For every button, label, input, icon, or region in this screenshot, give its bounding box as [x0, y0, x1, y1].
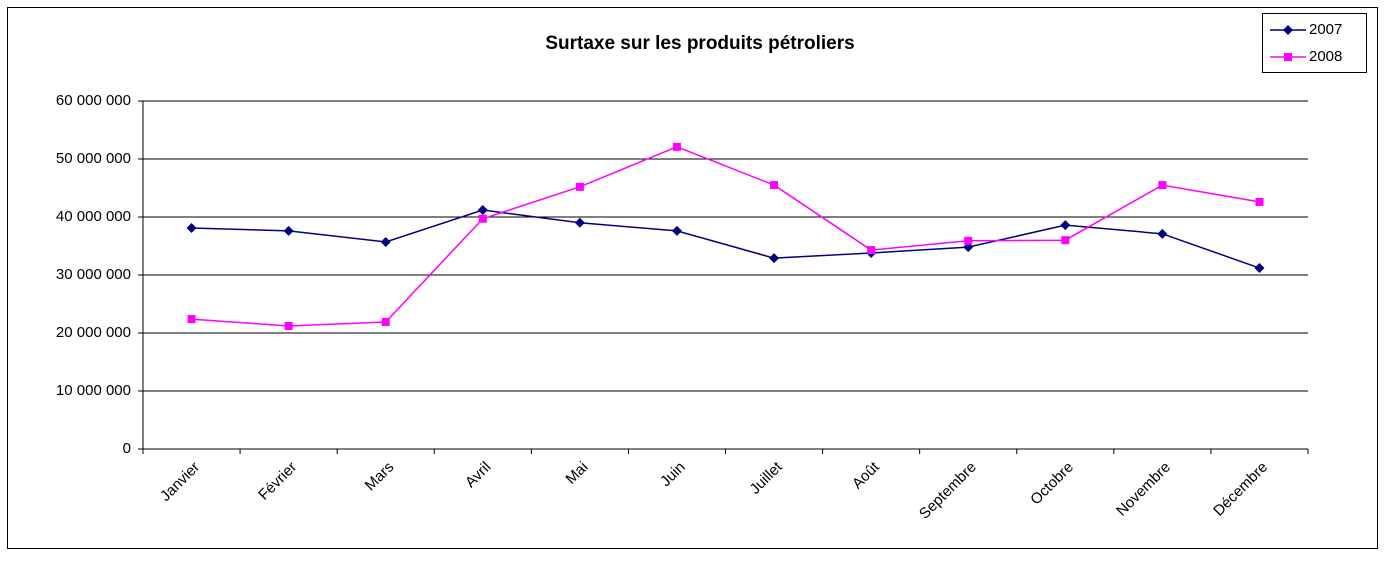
legend-label: 2008 — [1309, 48, 1342, 65]
marker — [1060, 220, 1071, 231]
legend-label: 2007 — [1309, 21, 1342, 38]
y-tick-label: 10 000 000 — [56, 382, 131, 399]
marker — [284, 322, 293, 331]
series-line — [191, 209, 1260, 269]
y-tick-label: 50 000 000 — [56, 150, 131, 167]
marker — [1255, 197, 1264, 206]
marker — [187, 315, 196, 324]
marker — [477, 205, 488, 216]
y-tick-label: 40 000 000 — [56, 208, 131, 225]
legend-marker — [1283, 25, 1293, 35]
marker — [575, 182, 584, 191]
marker — [770, 181, 779, 190]
marker — [283, 225, 294, 236]
marker — [381, 317, 390, 326]
marker — [964, 236, 973, 245]
legend-box — [1262, 13, 1367, 73]
chart-frame — [7, 7, 1378, 549]
marker — [769, 253, 780, 264]
marker — [380, 236, 391, 247]
y-tick-label: 30 000 000 — [56, 266, 131, 283]
series-line — [191, 146, 1260, 327]
marker — [672, 142, 681, 151]
marker — [574, 217, 585, 228]
marker — [1158, 181, 1167, 190]
legend-marker — [1284, 53, 1292, 61]
y-tick-label: 60 000 000 — [56, 92, 131, 109]
marker — [1061, 236, 1070, 245]
marker — [1254, 263, 1265, 274]
marker — [478, 214, 487, 223]
y-tick-label: 20 000 000 — [56, 324, 131, 341]
chart-title: Surtaxe sur les produits pétroliers — [545, 33, 854, 54]
marker — [671, 225, 682, 236]
marker — [1157, 228, 1168, 239]
marker — [867, 246, 876, 255]
marker — [186, 223, 197, 234]
y-tick-label: 0 — [123, 440, 131, 457]
